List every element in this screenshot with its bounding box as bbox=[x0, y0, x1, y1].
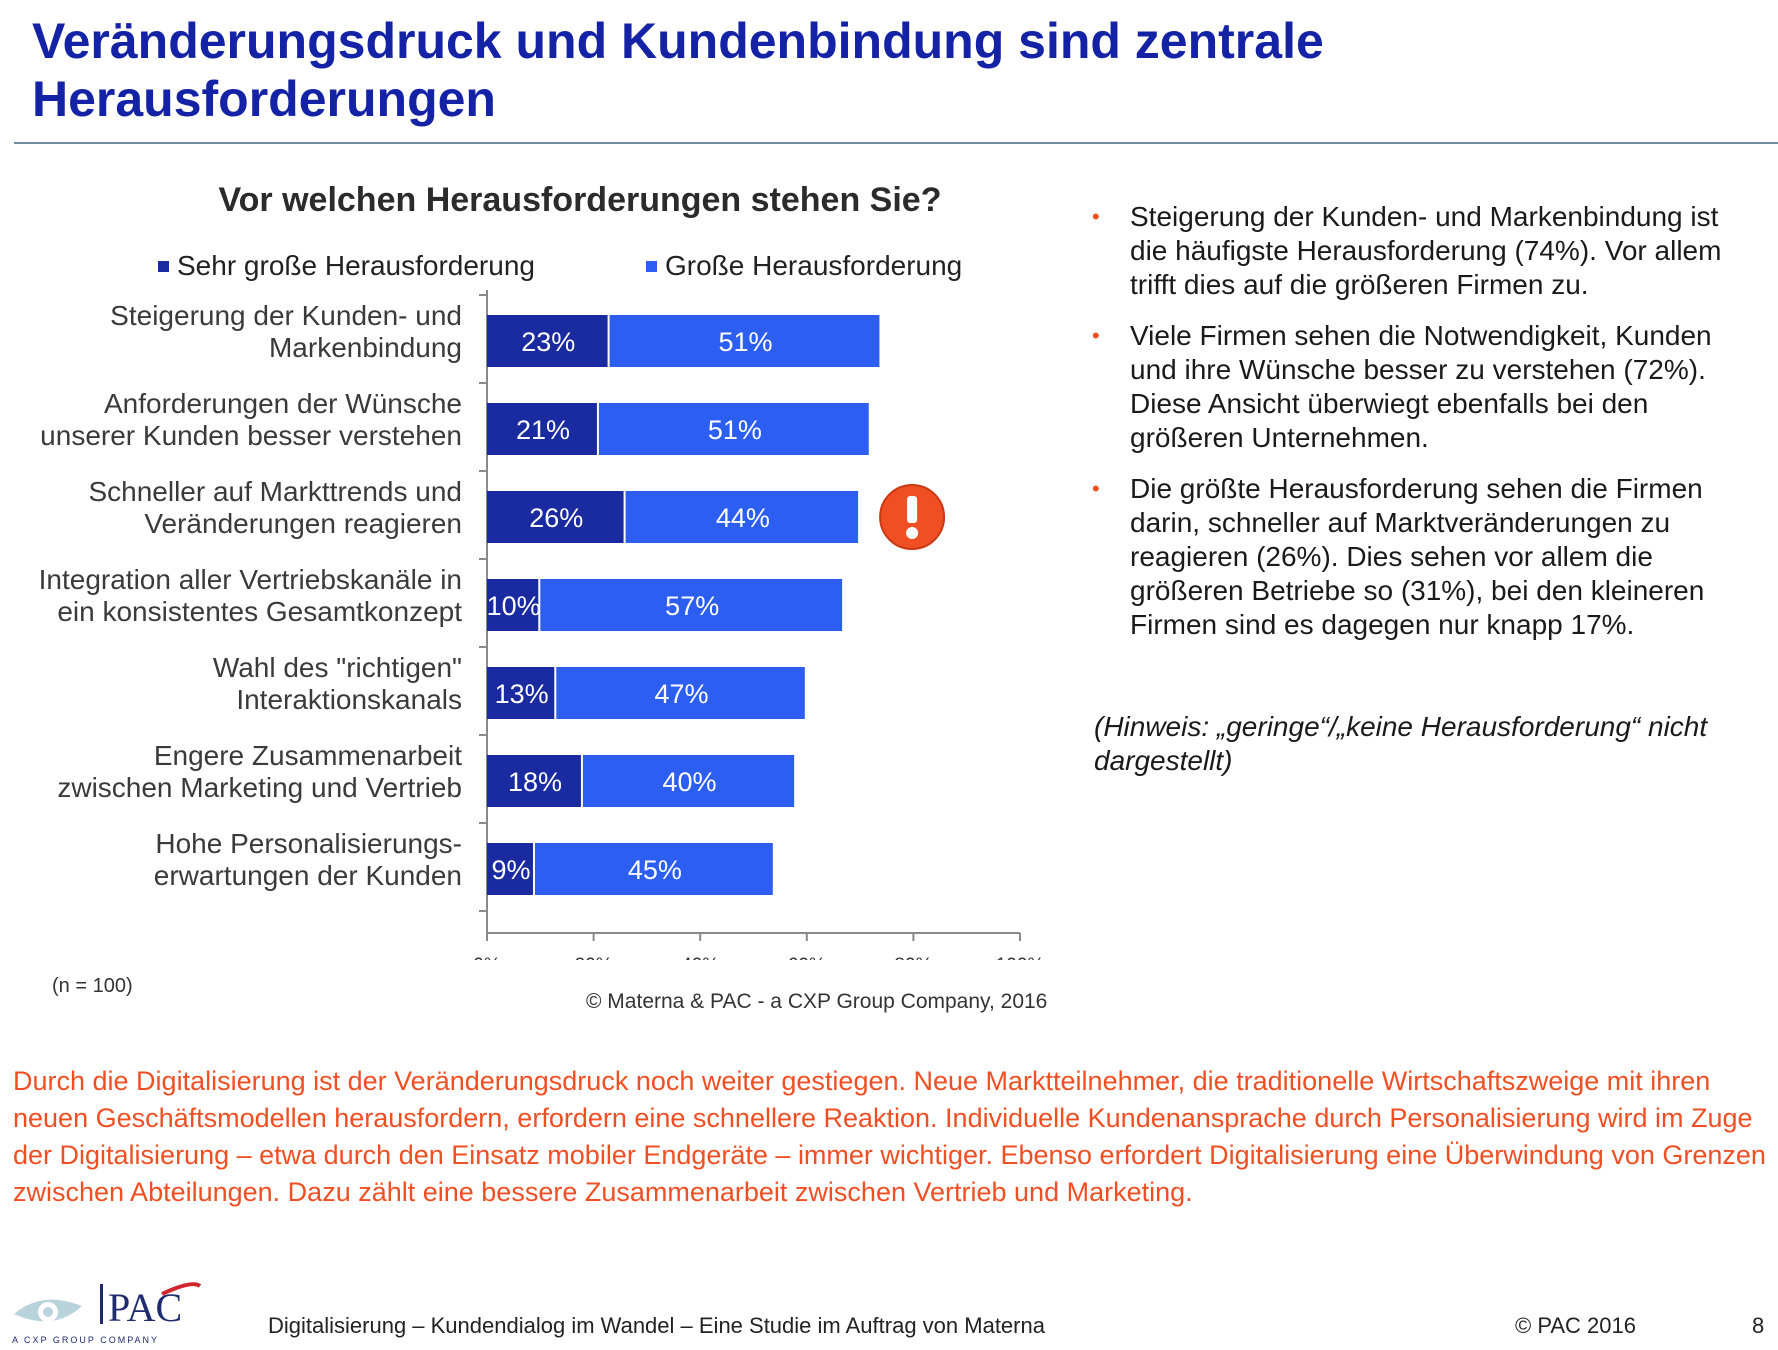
category-label: Schneller auf Markttrends und bbox=[88, 476, 462, 507]
x-tick-label: 40% bbox=[681, 955, 719, 960]
bar-segment-very-large bbox=[487, 843, 533, 895]
data-label: 57% bbox=[665, 591, 719, 621]
bar-segment-very-large bbox=[487, 403, 597, 455]
source-note: © Materna & PAC - a CXP Group Company, 2… bbox=[586, 990, 1048, 1013]
data-label: 13% bbox=[495, 679, 549, 709]
legend-label-large: Große Herausforderung bbox=[665, 250, 963, 281]
bar-segment-large bbox=[534, 843, 773, 895]
data-label: 18% bbox=[508, 767, 562, 797]
data-label: 26% bbox=[529, 503, 583, 533]
data-label: 44% bbox=[716, 503, 770, 533]
title-divider bbox=[14, 142, 1778, 144]
data-label: 40% bbox=[663, 767, 717, 797]
bar-segment-large bbox=[609, 315, 880, 367]
hint-note: (Hinweis: „geringe“/„keine Herausforderu… bbox=[1094, 711, 1708, 776]
finding-text: Die größte Herausforderung sehen die Fir… bbox=[1130, 473, 1705, 640]
logo-swoosh bbox=[161, 1282, 202, 1296]
x-tick-label: 20% bbox=[575, 955, 613, 960]
logo-tagline: A CXP GROUP COMPANY bbox=[12, 1335, 160, 1345]
category-label: Integration aller Vertriebskanäle in bbox=[39, 564, 462, 595]
logo-divider bbox=[100, 1284, 103, 1324]
data-label: 51% bbox=[708, 415, 762, 445]
footer-copyright: © PAC 2016 bbox=[1515, 1313, 1636, 1338]
logo-eye-pupil bbox=[43, 1307, 53, 1317]
bar-segment-very-large bbox=[487, 491, 624, 543]
category-label: erwartungen der Kunden bbox=[154, 860, 462, 891]
legend-item-very-large: Sehr große Herausforderung bbox=[158, 250, 535, 282]
legend-swatch-large bbox=[646, 260, 657, 272]
category-label: Interaktionskanals bbox=[236, 684, 462, 715]
exclamation-icon-bar bbox=[907, 496, 918, 523]
category-label: ein konsistentes Gesamtkonzept bbox=[57, 596, 462, 627]
summary-paragraph: Durch die Digitalisierung ist der Veränd… bbox=[13, 1066, 1766, 1207]
category-label: Steigerung der Kunden- und bbox=[110, 300, 462, 331]
category-label: unserer Kunden besser verstehen bbox=[40, 420, 462, 451]
legend-swatch-very-large bbox=[158, 260, 169, 272]
category-label: zwischen Marketing und Vertrieb bbox=[57, 772, 462, 803]
bar-segment-large bbox=[582, 755, 795, 807]
sample-size-note: (n = 100) bbox=[52, 975, 133, 997]
chart-title: Vor welchen Herausforderungen stehen Sie… bbox=[218, 181, 942, 219]
slide-title: Veränderungsdruck und Kundenbindung sind… bbox=[32, 13, 1324, 127]
category-label: Wahl des "richtigen" bbox=[213, 652, 462, 683]
footer-text: Digitalisierung – Kundendialog im Wandel… bbox=[268, 1313, 1045, 1338]
bar-segment-large bbox=[556, 667, 805, 719]
bar-segment-large bbox=[540, 579, 843, 631]
finding-item: • Steigerung der Kunden- und Markenbindun… bbox=[1092, 200, 1757, 302]
category-label: Veränderungen reagieren bbox=[144, 508, 462, 539]
bullet-icon: • bbox=[1092, 204, 1100, 229]
category-label: Markenbindung bbox=[269, 332, 462, 363]
finding-text: Steigerung der Kunden- und Markenbindung… bbox=[1130, 201, 1722, 300]
legend-item-large: Große Herausforderung bbox=[646, 250, 962, 282]
x-tick-label: 0% bbox=[473, 955, 501, 960]
bar-segment-very-large bbox=[487, 667, 555, 719]
bar-segment-very-large bbox=[487, 755, 581, 807]
category-label: Anforderungen der Wünsche bbox=[104, 388, 462, 419]
finding-item: • Die größte Herausforderung sehen die Fi… bbox=[1092, 472, 1757, 642]
x-tick-label: 80% bbox=[894, 955, 932, 960]
data-label: 23% bbox=[521, 327, 575, 357]
exclamation-icon-dot bbox=[906, 527, 919, 539]
bar-segment-large bbox=[598, 403, 869, 455]
bar-segment-large bbox=[625, 491, 859, 543]
bullet-icon: • bbox=[1092, 476, 1100, 501]
data-label: 51% bbox=[718, 327, 772, 357]
data-label: 10% bbox=[487, 591, 541, 621]
page-number: 8 bbox=[1752, 1313, 1765, 1338]
data-label: 21% bbox=[516, 415, 570, 445]
legend-label-very-large: Sehr große Herausforderung bbox=[177, 250, 535, 281]
data-label: 9% bbox=[491, 855, 530, 885]
pac-logo: PAC bbox=[14, 1282, 202, 1330]
finding-item: • Viele Firmen sehen die Notwendigkeit, K… bbox=[1092, 319, 1757, 455]
x-tick-label: 60% bbox=[788, 955, 826, 960]
data-label: 45% bbox=[628, 855, 682, 885]
bar-segment-very-large bbox=[487, 315, 608, 367]
findings-list: • Steigerung der Kunden- und Markenbindun… bbox=[1092, 200, 1757, 659]
finding-text: Viele Firmen sehen die Notwendigkeit, Ku… bbox=[1130, 320, 1712, 453]
category-label: Engere Zusammenarbeit bbox=[154, 740, 462, 771]
bar-chart: 0% 20% 40% 60% 80% 100% 23% 51% Steigerung der K… bbox=[39, 290, 1045, 960]
data-label: 47% bbox=[655, 679, 709, 709]
x-tick-label: 100% bbox=[996, 955, 1045, 960]
bar-segment-very-large bbox=[487, 579, 539, 631]
bullet-icon: • bbox=[1092, 323, 1100, 348]
category-label: Hohe Personalisierungs- bbox=[155, 828, 462, 859]
